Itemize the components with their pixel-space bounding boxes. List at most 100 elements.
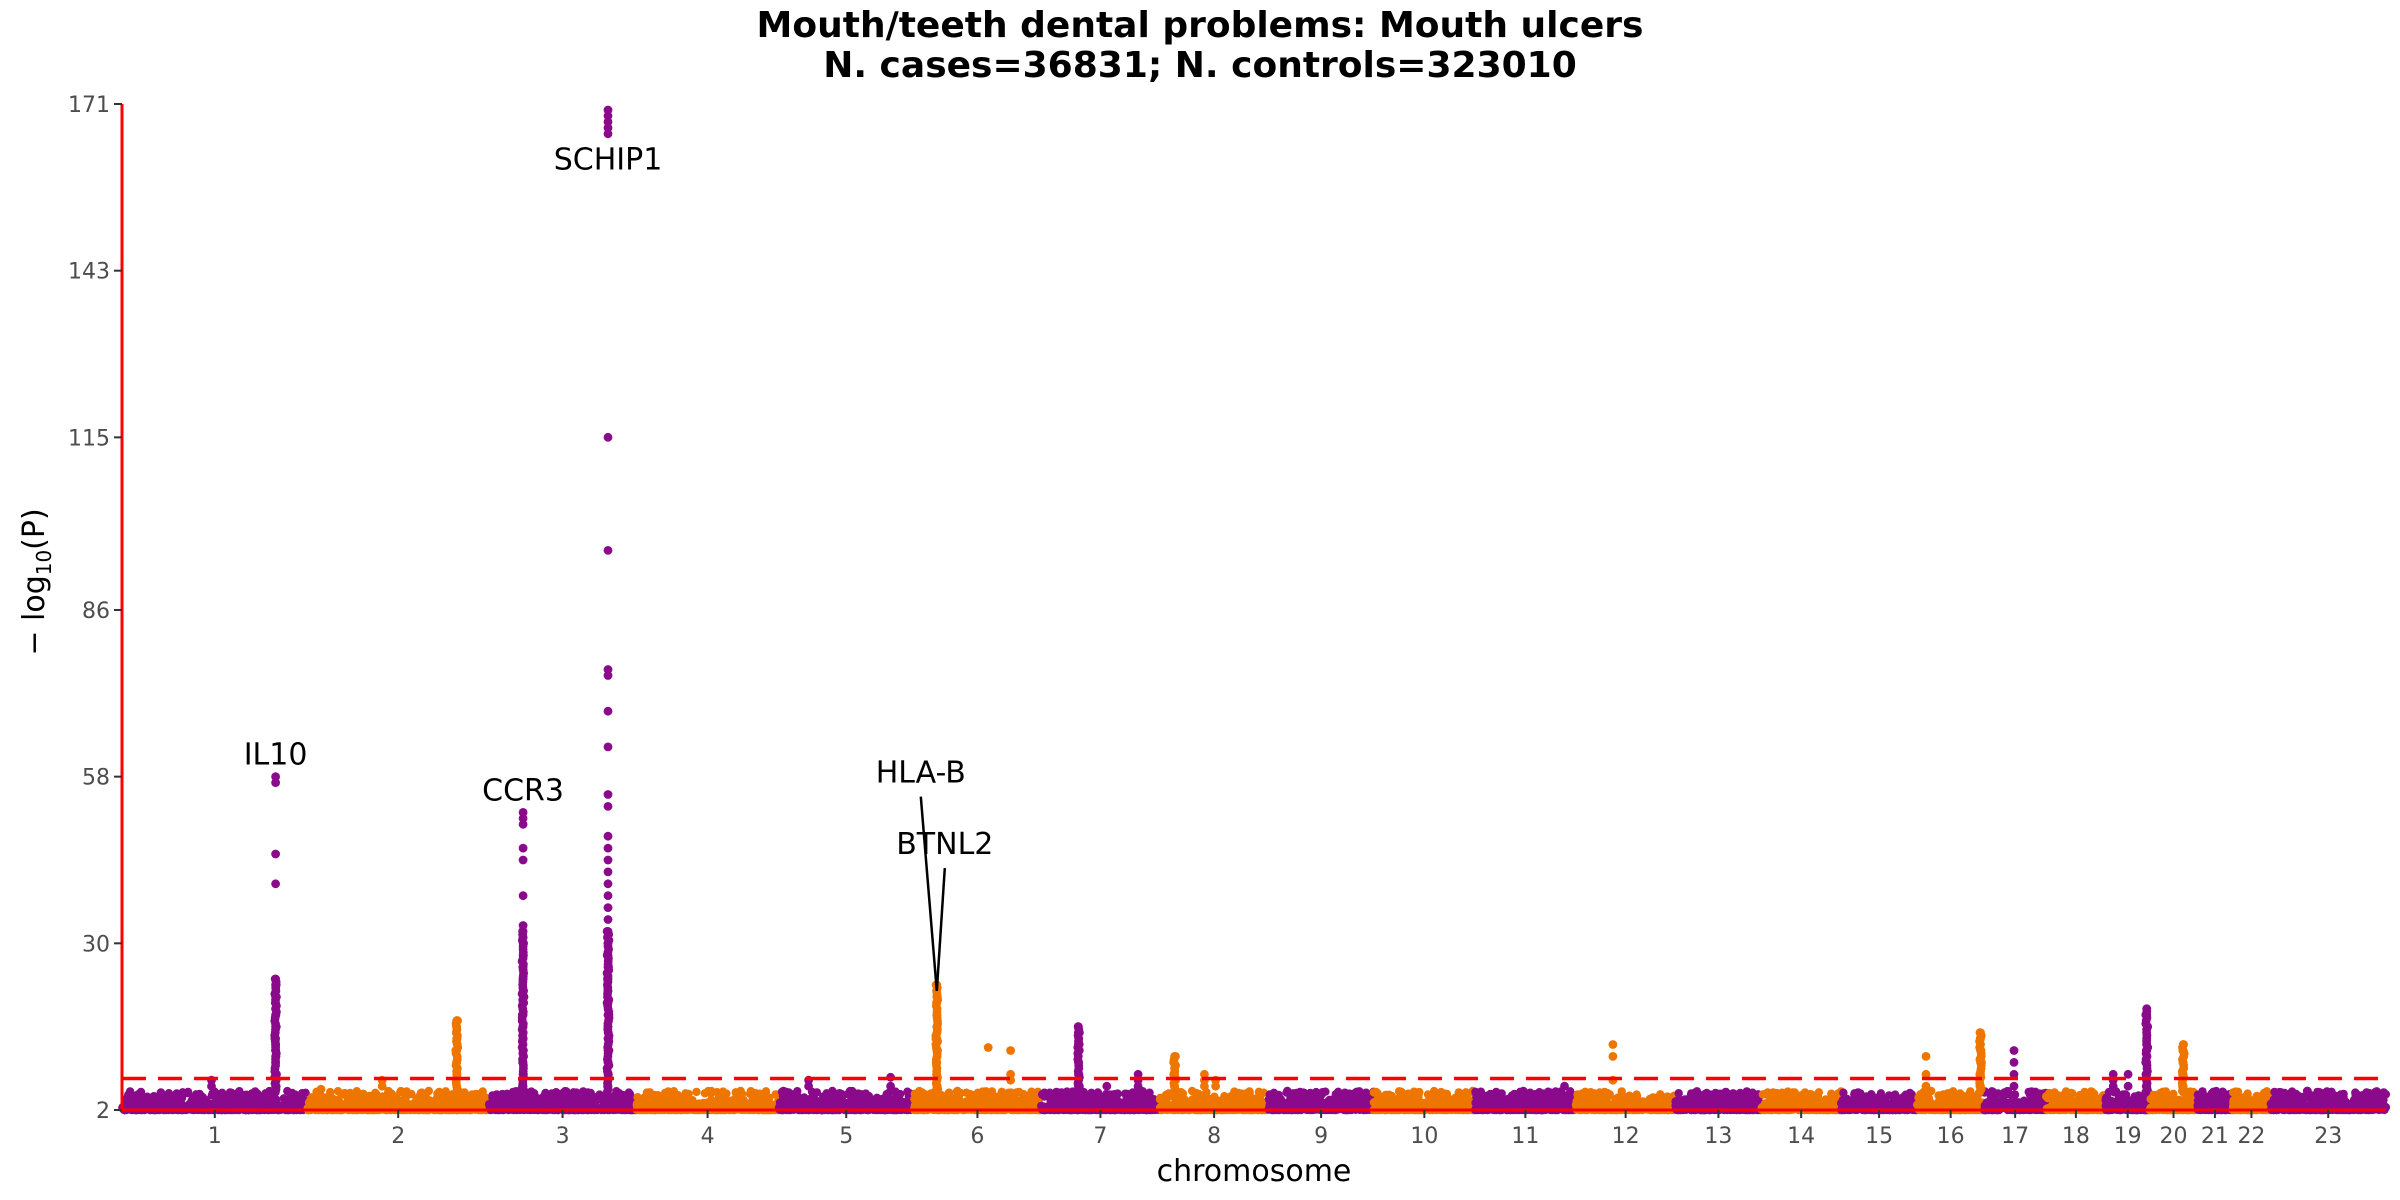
data-point [304,1098,314,1107]
data-point [1433,1097,1443,1106]
data-point [955,1097,964,1106]
data-point [555,1095,564,1105]
data-point [1414,1093,1423,1102]
data-point [1006,1088,1016,1097]
data-point [692,1087,701,1097]
data-point [534,1094,543,1103]
data-point [961,1097,971,1106]
data-point [1111,1093,1121,1103]
chromosome-band-9 [1264,1086,1378,1115]
data-point [1391,1097,1401,1106]
data-point [1562,1091,1572,1100]
data-point [381,1093,390,1102]
data-point [1238,1093,1247,1103]
data-point [1538,1097,1547,1106]
data-point [660,1092,670,1101]
data-point [572,1092,582,1102]
data-point [1226,1092,1236,1101]
data-point [1245,1087,1254,1096]
data-point [781,1087,791,1097]
data-point [446,1097,455,1107]
data-point [293,1099,302,1108]
data-point [981,1087,991,1096]
data-point [1188,1095,1197,1104]
data-point [172,1098,181,1108]
data-point [164,1089,174,1098]
data-point [1460,1093,1469,1102]
data-point [874,1100,883,1109]
data-point [736,1086,745,1096]
data-point [1299,1090,1308,1099]
data-point [863,1096,872,1106]
data-point [1156,1093,1165,1103]
data-point [236,1095,245,1104]
data-point [927,1099,937,1108]
data-point [1550,1089,1560,1098]
data-point [1317,1090,1327,1099]
data-point [332,1096,341,1105]
data-point [346,1088,355,1098]
data-point [1331,1089,1341,1099]
data-point [747,1101,756,1110]
data-point [1187,1086,1197,1096]
data-point [171,1090,180,1100]
data-point [502,1089,511,1099]
data-point [1508,1091,1517,1100]
data-point [478,1087,487,1096]
data-point [812,1088,822,1097]
data-point [351,1096,360,1105]
data-point [297,1089,307,1099]
data-point [1099,1102,1108,1111]
data-point [485,1100,494,1109]
data-point [1286,1089,1296,1099]
data-point [463,1099,473,1108]
data-point [1095,1091,1104,1101]
data-point [704,1086,713,1096]
data-point [1597,1091,1606,1100]
data-point [540,1093,550,1102]
data-point [1441,1092,1450,1102]
data-point [837,1090,846,1100]
data-point [881,1094,890,1103]
data-point [601,1094,610,1103]
data-point [1271,1094,1280,1103]
data-point [1344,1095,1353,1105]
data-point [763,1098,772,1108]
data-point [612,1095,621,1104]
data-point [1575,1094,1585,1104]
data-point [974,1091,984,1100]
data-point [653,1091,662,1100]
data-point [566,1101,576,1111]
data-point [1023,1098,1032,1107]
data-point [825,1090,834,1099]
data-point [337,1090,346,1099]
data-point [1045,1088,1055,1097]
data-point [371,1088,380,1098]
data-point [1425,1095,1434,1104]
data-point [261,1089,270,1098]
data-point [424,1086,433,1096]
data-point [562,1087,571,1096]
data-point [460,1088,469,1097]
chart-title-line1: Mouth/teeth dental problems: Mouth ulcer… [756,5,1644,46]
data-point [584,1093,593,1102]
data-point [594,1095,603,1104]
data-point [642,1088,652,1097]
data-point [1130,1100,1139,1109]
data-point [1194,1089,1203,1099]
data-point [1254,1087,1264,1097]
data-point [681,1089,690,1098]
data-point [972,1102,982,1111]
data-point [468,1090,477,1099]
data-point [1476,1090,1486,1100]
data-point [1485,1095,1495,1104]
data-point [834,1097,844,1107]
data-point [1323,1097,1333,1106]
data-point [1123,1095,1132,1105]
data-point [854,1089,863,1098]
chart-subtitle: N. cases=36831; N. controls=323010 [823,45,1577,86]
data-point [495,1092,504,1101]
data-point [195,1097,205,1106]
data-point [147,1093,157,1102]
